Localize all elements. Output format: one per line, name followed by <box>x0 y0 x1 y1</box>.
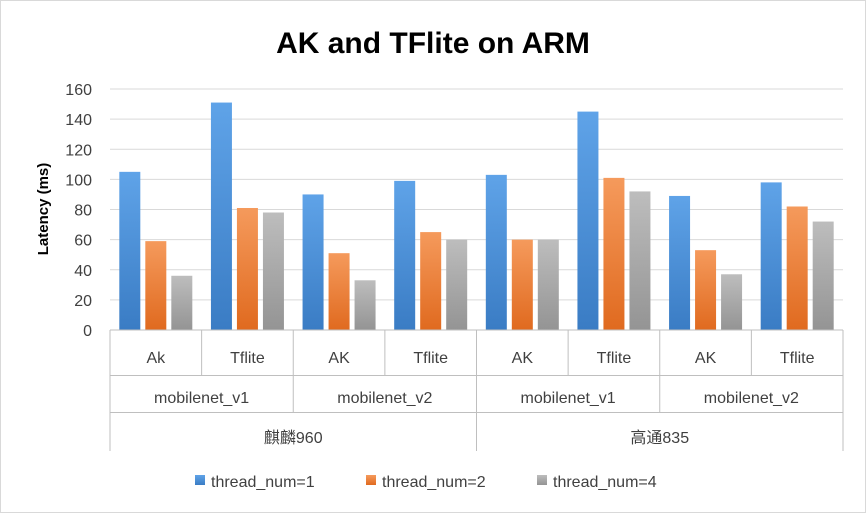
y-tick-label: 120 <box>65 142 92 159</box>
bar-thread-num-1-4 <box>485 174 507 330</box>
y-tick-label: 40 <box>74 263 92 280</box>
bar-thread-num-4-7 <box>812 221 834 330</box>
legend-label: thread_num=4 <box>553 474 657 491</box>
x-category-label-level3: 麒麟960 <box>264 429 323 447</box>
bar-thread-num-2-4 <box>511 239 533 330</box>
y-tick-label: 20 <box>74 293 92 310</box>
bars <box>119 102 834 331</box>
x-category-label-level2: mobilenet_v1 <box>521 390 616 407</box>
legend-label: thread_num=2 <box>382 474 486 491</box>
x-category-label-level2: mobilenet_v1 <box>154 390 249 407</box>
gridlines <box>110 88 843 301</box>
y-tick-label: 0 <box>83 323 92 340</box>
bar-thread-num-1-2 <box>302 194 324 330</box>
bar-thread-num-1-1 <box>210 102 232 331</box>
x-category-label-level1: Tflite <box>230 350 265 367</box>
bar-thread-num-2-0 <box>145 241 167 330</box>
x-category-label-level2: mobilenet_v2 <box>337 390 432 407</box>
chart-title: AK and TFlite on ARM <box>276 27 590 60</box>
bar-thread-num-2-3 <box>420 232 442 330</box>
legend-swatch <box>366 475 376 485</box>
x-category-label-level1: Tflite <box>597 350 632 367</box>
bar-thread-num-1-5 <box>577 111 599 330</box>
bar-thread-num-2-7 <box>786 206 808 330</box>
x-category-label-level2: mobilenet_v2 <box>704 390 799 407</box>
legend: thread_num=1 thread_num=2 thread_num=4 <box>195 474 657 491</box>
x-category-label-level1: Ak <box>146 350 166 367</box>
bar-thread-num-2-2 <box>328 253 350 330</box>
bar-thread-num-4-6 <box>721 274 743 330</box>
bar-thread-num-4-3 <box>446 239 468 330</box>
x-category-label-level1: AK <box>328 350 350 367</box>
bar-thread-num-4-0 <box>171 275 193 330</box>
x-category-label-level1: Tflite <box>413 350 448 367</box>
bar-thread-num-4-2 <box>354 280 376 330</box>
bar-thread-num-2-6 <box>695 250 717 330</box>
legend-label: thread_num=1 <box>211 474 315 491</box>
bar-thread-num-4-4 <box>537 239 559 330</box>
legend-swatch <box>537 475 547 485</box>
x-category-label-level1: AK <box>695 350 717 367</box>
bar-thread-num-1-3 <box>394 180 416 330</box>
x-category-label-level1: Tflite <box>780 350 815 367</box>
y-axis-label: Latency (ms) <box>35 163 52 256</box>
legend-swatch <box>195 475 205 485</box>
bar-thread-num-1-7 <box>760 182 782 330</box>
y-tick-label: 80 <box>74 203 92 220</box>
y-tick-label: 60 <box>74 233 92 250</box>
y-tick-label: 140 <box>65 112 92 129</box>
x-category-label-level1: AK <box>512 350 534 367</box>
x-category-label-level3: 高通835 <box>630 429 689 447</box>
y-tick-label: 100 <box>65 172 92 189</box>
bar-thread-num-4-1 <box>262 212 284 330</box>
bar-thread-num-1-6 <box>669 195 691 330</box>
bar-thread-num-2-1 <box>236 207 258 330</box>
bar-thread-num-2-5 <box>603 177 625 330</box>
y-tick-label: 160 <box>65 82 92 99</box>
bar-thread-num-4-5 <box>629 191 651 330</box>
axes: 0 20 40 60 80 100 120 140 160 Ak Tflite AK Tflite AK T… <box>65 82 844 451</box>
bar-thread-num-1-0 <box>119 171 141 330</box>
